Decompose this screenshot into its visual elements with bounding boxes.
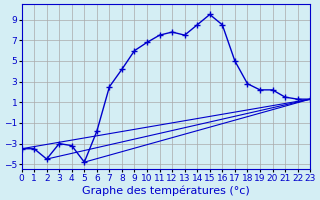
X-axis label: Graphe des températures (°c): Graphe des températures (°c) (82, 185, 250, 196)
